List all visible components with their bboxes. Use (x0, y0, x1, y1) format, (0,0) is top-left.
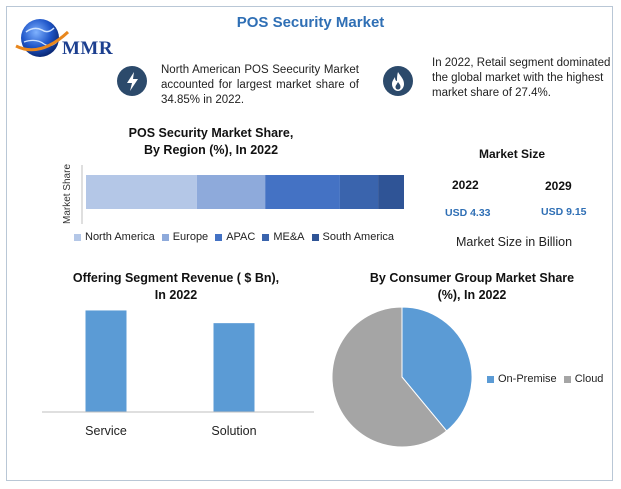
offering-chart-title-line2: In 2022 (154, 288, 198, 302)
consumer-chart-title-line2: (%), In 2022 (437, 288, 507, 302)
legend-item-apac: APAC (215, 231, 255, 243)
region-chart-title-line2: By Region (%), In 2022 (143, 143, 279, 157)
callout-icon-left (117, 66, 147, 96)
consumer-chart-title-line1: By Consumer Group Market Share (369, 271, 575, 285)
legend-label: ME&A (273, 231, 305, 243)
callout-text-left: North American POS Seecurity Market acco… (161, 64, 359, 106)
pie-slice-cloud (331, 306, 448, 448)
offering-chart-title-line1: Offering Segment Revenue ( $ Bn), (72, 271, 280, 285)
pie-slice-on-premise (401, 306, 473, 432)
legend-item-south-america: South America (311, 231, 395, 243)
offering-bar-chart: Service Solution (42, 310, 314, 438)
legend-swatch (487, 375, 494, 383)
region-bar-me-a (339, 175, 379, 209)
region-bar-north-america (86, 175, 197, 209)
legend-item-europe: Europe (161, 231, 209, 243)
legend-label: APAC (226, 231, 256, 243)
callout-text-right: In 2022, Retail segment dominated the gl… (432, 57, 611, 99)
market-size-value-2022: USD 4.33 (445, 207, 491, 219)
offering-bar-service (85, 310, 127, 412)
market-size-year-2029: 2029 (545, 179, 572, 193)
logo (14, 14, 134, 62)
region-chart-legend: North America Europe APAC ME&A South America (74, 231, 414, 244)
legend-swatch (563, 375, 571, 383)
region-chart-title: POS Security Market Share, By Region (%)… (96, 125, 326, 159)
region-bar-europe (196, 175, 266, 209)
legend-item-on-premise: On-Premise (487, 373, 557, 385)
infographic-frame (6, 6, 613, 481)
consumer-chart-title: By Consumer Group Market Share (%), In 2… (352, 270, 592, 304)
legend-swatch (161, 233, 169, 241)
market-size-year-2022: 2022 (452, 178, 479, 192)
callout-icon-right (383, 66, 413, 96)
legend-label: On-Premise (498, 373, 557, 385)
market-size-heading: Market Size (479, 147, 546, 161)
fire-icon (392, 72, 404, 91)
offering-tick-label-service: Service (85, 424, 127, 438)
offering-bar-solution (213, 323, 255, 412)
globe-icon (15, 19, 70, 57)
region-chart-ylabel: Market Share (62, 164, 73, 224)
consumer-pie-chart (331, 306, 473, 448)
legend-swatch (215, 233, 223, 241)
legend-item-me-a: ME&A (262, 231, 305, 243)
offering-tick-label-solution: Solution (211, 424, 256, 438)
market-size-value-2029: USD 9.15 (541, 206, 587, 218)
region-bar-south-america (378, 175, 404, 209)
logo-text: MMR (62, 38, 114, 59)
legend-item-cloud: Cloud (563, 373, 604, 385)
lightning-icon (127, 72, 138, 91)
legend-label: South America (322, 231, 395, 243)
consumer-chart-legend: On-Premise Cloud (487, 373, 610, 386)
market-size-unit-label: Market Size in Billion (456, 235, 573, 249)
legend-swatch (311, 233, 319, 241)
legend-swatch (262, 233, 270, 241)
offering-chart-title: Offering Segment Revenue ( $ Bn), In 202… (56, 270, 296, 304)
legend-label: North America (85, 231, 155, 243)
region-stacked-bar-chart: Market Share (62, 164, 404, 224)
page-title: POS Security Market (236, 14, 385, 31)
region-chart-title-line1: POS Security Market Share, (128, 126, 294, 140)
legend-item-north-america: North America (74, 231, 155, 243)
legend-label: Cloud (574, 373, 604, 385)
legend-label: Europe (172, 231, 209, 243)
legend-swatch (74, 233, 81, 241)
region-bar-apac (265, 175, 340, 209)
